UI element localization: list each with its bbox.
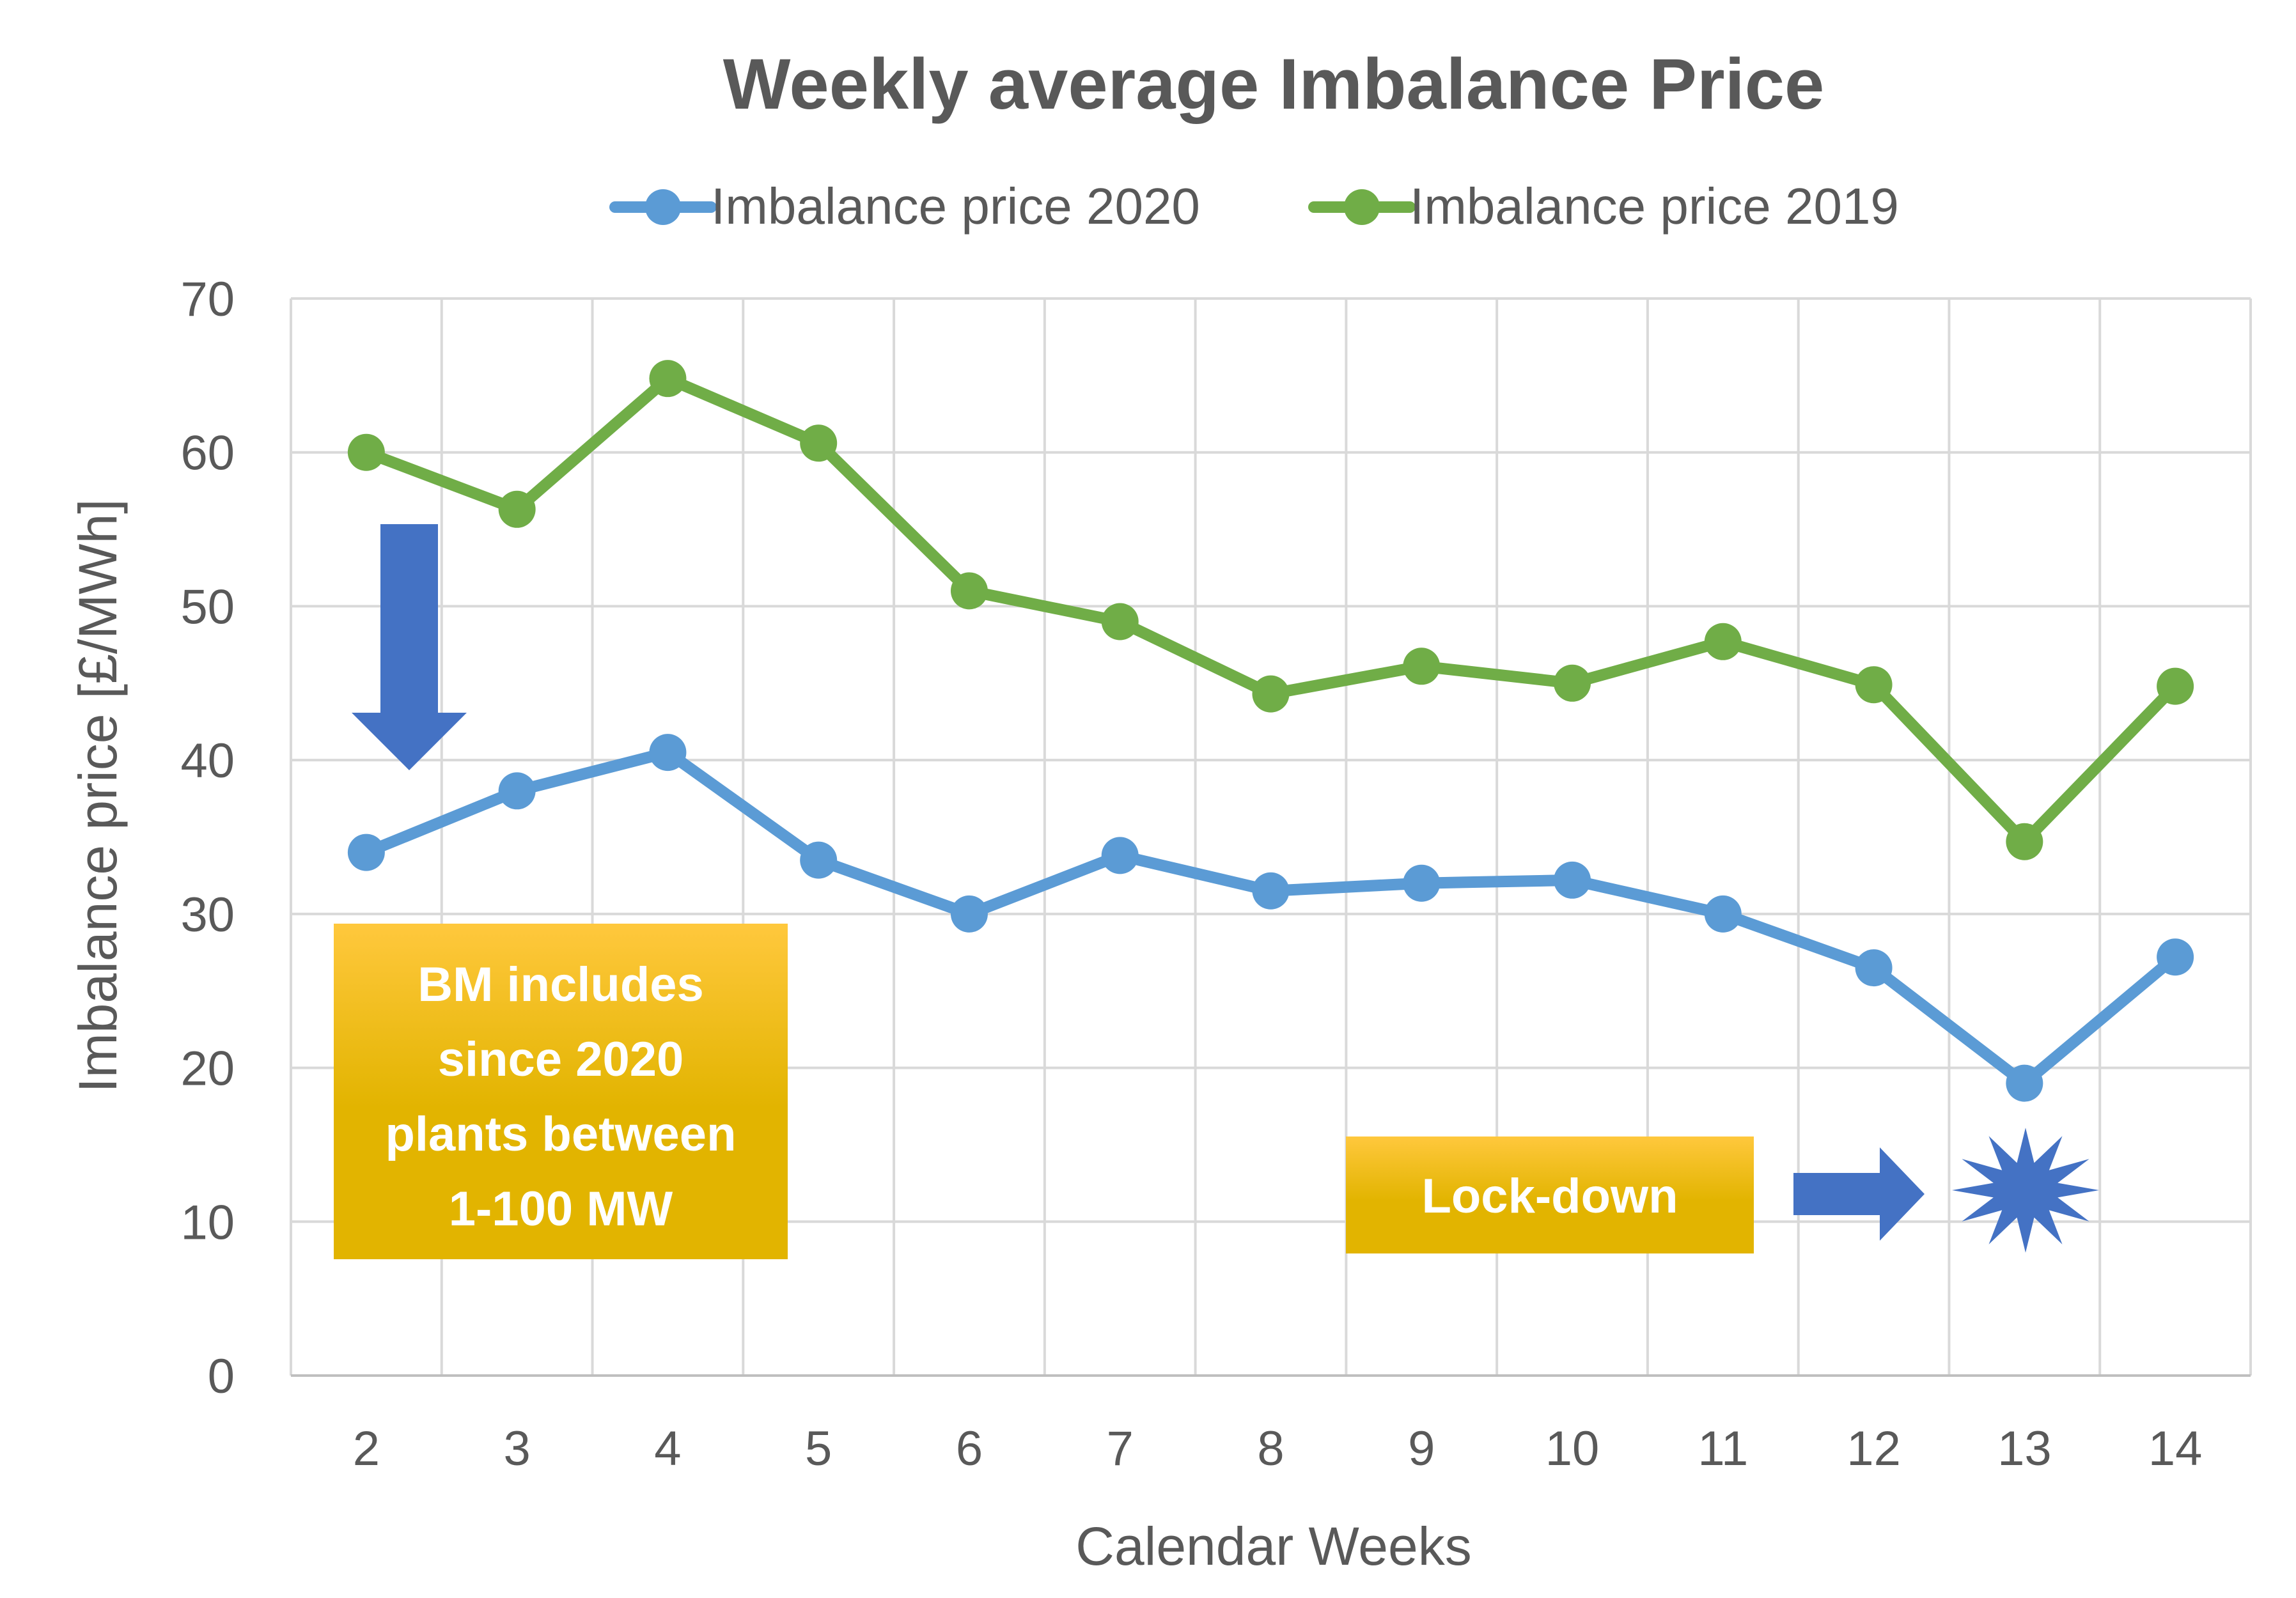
- y-tick-label: 0: [208, 1349, 235, 1404]
- lockdown-note-label: Lock-down: [1421, 1169, 1678, 1223]
- data-point: [498, 490, 536, 528]
- data-point: [800, 424, 838, 462]
- bm-note-line-3: plants between: [386, 1107, 737, 1161]
- data-point: [1554, 861, 1591, 899]
- x-tick-label: 7: [1107, 1422, 1134, 1476]
- x-tick-label: 2: [353, 1422, 380, 1476]
- data-point: [498, 772, 536, 810]
- data-point: [1403, 648, 1441, 685]
- y-tick-label: 70: [180, 272, 235, 327]
- data-point: [1101, 837, 1139, 874]
- x-tick-label: 4: [654, 1422, 681, 1476]
- x-tick-label: 11: [1698, 1422, 1748, 1476]
- data-point: [2157, 938, 2194, 976]
- data-point: [649, 734, 687, 772]
- bm-note-line-1: BM includes: [418, 958, 704, 1012]
- data-point: [2006, 823, 2043, 860]
- data-point: [950, 572, 988, 610]
- data-point: [1554, 664, 1591, 702]
- y-tick-label: 40: [180, 734, 235, 788]
- x-tick-label: 8: [1257, 1422, 1284, 1476]
- x-tick-label: 12: [1847, 1422, 1901, 1476]
- lockdown-note-box: [1346, 1136, 1754, 1253]
- y-tick-label: 10: [180, 1195, 235, 1250]
- legend-marker-2020: [645, 189, 681, 225]
- data-point: [1252, 872, 1290, 910]
- bm-note: BM includes since 2020 plants between 1-…: [334, 924, 788, 1259]
- legend: Imbalance price 2020 Imbalance price 201…: [609, 178, 1899, 235]
- data-point: [347, 433, 385, 471]
- series-line-1: [360, 373, 2182, 848]
- data-point: [800, 841, 838, 879]
- legend-marker-2019: [1344, 189, 1380, 225]
- data-point: [649, 360, 687, 398]
- y-tick-label: 20: [180, 1042, 235, 1096]
- x-tick-label: 5: [805, 1422, 832, 1476]
- x-tick-label: 13: [1997, 1422, 2052, 1476]
- x-tick-label: 10: [1545, 1422, 1600, 1476]
- data-point: [950, 895, 988, 933]
- series-layer: [347, 360, 2194, 1102]
- y-axis-ticks: 0 10 20 30 40 50 60 70: [180, 272, 235, 1404]
- y-tick-label: 60: [180, 426, 235, 481]
- data-point: [1101, 603, 1139, 640]
- legend-item-2019: Imbalance price 2019: [1308, 178, 1899, 235]
- data-point: [1855, 949, 1893, 987]
- x-tick-label: 6: [956, 1422, 983, 1476]
- y-tick-label: 30: [180, 888, 235, 942]
- starburst-icon: [1952, 1128, 2099, 1253]
- data-point: [1252, 675, 1290, 713]
- legend-item-2020: Imbalance price 2020: [609, 178, 1200, 235]
- x-axis-ticks: 2 3 4 5 6 7 8 9 10 11 12 13 14: [353, 1422, 2203, 1476]
- x-tick-label: 9: [1408, 1422, 1435, 1476]
- data-point: [347, 834, 385, 871]
- y-tick-label: 50: [180, 580, 235, 634]
- bm-note-line-2: since 2020: [438, 1032, 684, 1087]
- chart-title: Weekly average Imbalance Price: [723, 44, 1825, 124]
- data-point: [2157, 667, 2194, 705]
- data-point: [1704, 895, 1742, 933]
- down-arrow-icon: [352, 524, 467, 770]
- x-tick-label: 14: [2148, 1422, 2203, 1476]
- legend-label-2019: Imbalance price 2019: [1410, 178, 1899, 235]
- x-axis-title: Calendar Weeks: [1075, 1516, 1471, 1576]
- right-arrow-icon: [1793, 1147, 1925, 1241]
- x-tick-label: 3: [504, 1422, 531, 1476]
- legend-label-2020: Imbalance price 2020: [711, 178, 1200, 235]
- data-point: [1855, 666, 1893, 704]
- y-axis-title: Imbalance price [£/MWh]: [68, 499, 128, 1092]
- lockdown-note: Lock-down: [1346, 1136, 1754, 1253]
- data-point: [2006, 1064, 2043, 1102]
- data-point: [1403, 864, 1441, 902]
- bm-note-line-4: 1-100 MW: [449, 1182, 673, 1236]
- bm-note-box: [334, 924, 788, 1259]
- data-point: [1704, 623, 1742, 660]
